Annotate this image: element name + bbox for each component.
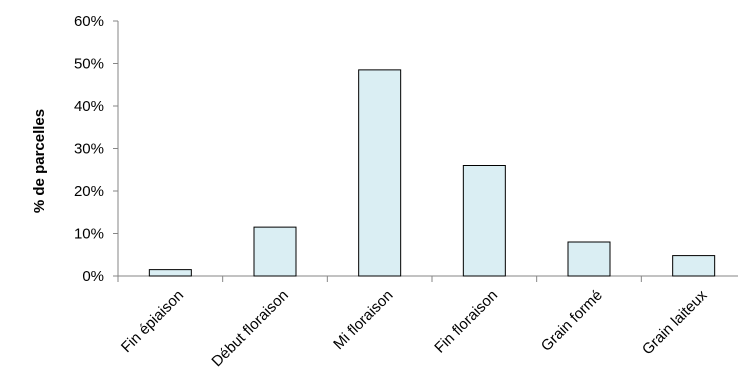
y-tick-label: 60% <box>74 13 104 30</box>
y-tick-label: 10% <box>74 226 104 243</box>
bars <box>148 69 716 277</box>
category-labels: Fin épiaison Début floraison Mi floraison F… <box>118 286 711 370</box>
bar <box>148 269 192 277</box>
y-axis: 0% 10% 20% 30% 40% 50% 60% <box>74 13 119 285</box>
bar <box>253 226 297 277</box>
x-category-label: Grain laiteux <box>639 286 711 358</box>
x-category-label: Fin floraison <box>431 287 501 357</box>
x-category-label: Mi floraison <box>330 287 396 353</box>
y-tick-label: 30% <box>74 141 104 158</box>
y-axis-title: % de parcelles <box>31 109 48 213</box>
bar <box>567 241 611 277</box>
x-category-label: Début floraison <box>208 287 291 370</box>
y-tick-label: 0% <box>82 268 104 285</box>
x-axis <box>117 275 738 282</box>
y-tick-label: 40% <box>74 98 104 115</box>
bar <box>462 165 506 277</box>
bar <box>358 69 402 277</box>
y-tick-label: 20% <box>74 183 104 200</box>
y-tick-label: 50% <box>74 56 104 73</box>
bar <box>672 255 716 277</box>
x-category-label: Grain formé <box>538 287 606 355</box>
x-category-label: Fin épiaison <box>118 287 187 356</box>
